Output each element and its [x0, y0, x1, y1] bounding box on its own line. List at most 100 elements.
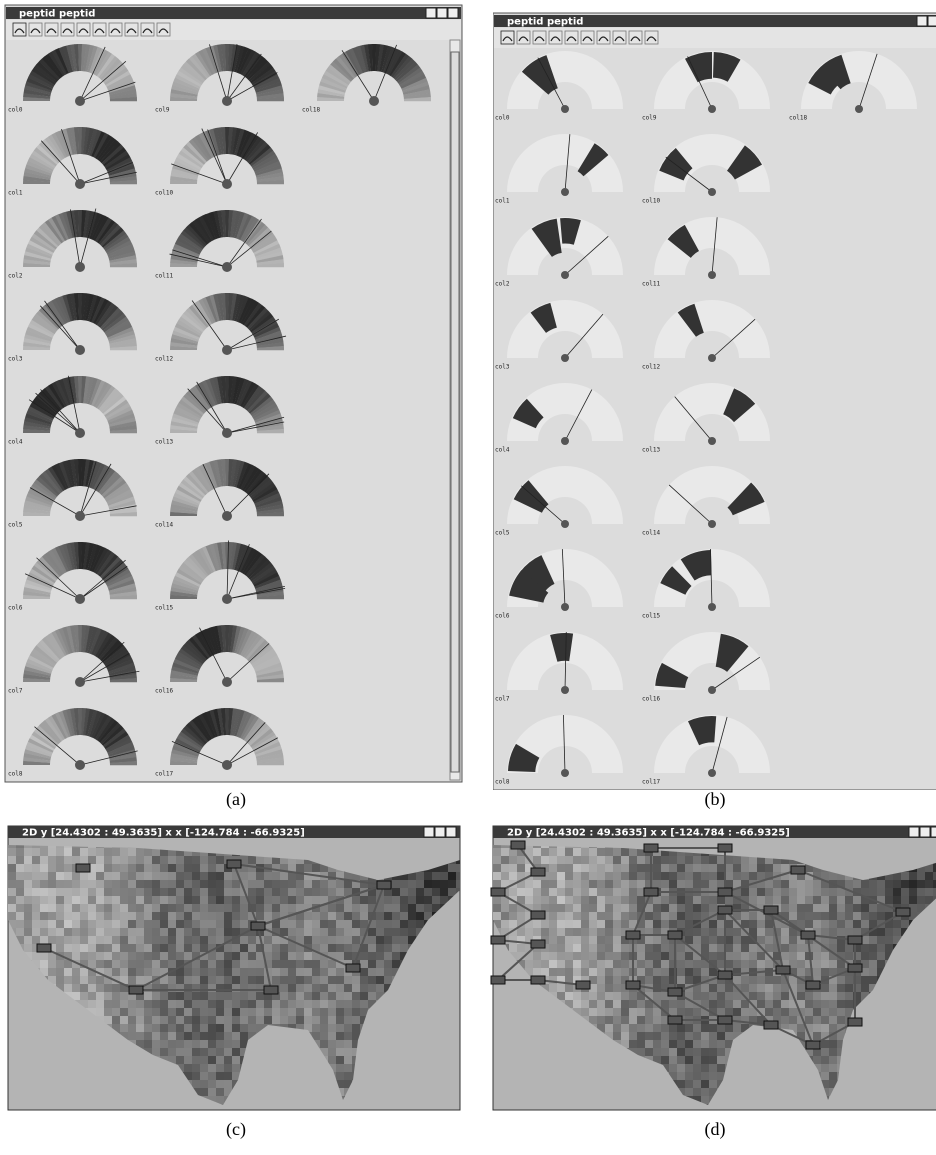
map-cell [272, 904, 280, 912]
map-cell [152, 968, 160, 976]
map-cell [128, 944, 136, 952]
map-cell [176, 992, 184, 1000]
map-cell [805, 880, 813, 888]
map-cell [184, 896, 192, 904]
map-cell [304, 1008, 312, 1016]
map-cell [352, 1016, 360, 1024]
graph-node[interactable] [37, 944, 51, 952]
graph-node[interactable] [129, 986, 143, 994]
window-button[interactable] [424, 827, 434, 837]
map-cell [693, 880, 701, 888]
map-cell [869, 968, 877, 976]
map-cell [280, 904, 288, 912]
window-button[interactable] [435, 827, 445, 837]
map-cell [789, 944, 797, 952]
map-cell [565, 856, 573, 864]
gauge-label: col18 [789, 115, 807, 122]
map-cell [40, 936, 48, 944]
map-cell [597, 992, 605, 1000]
map-cell [192, 1024, 200, 1032]
map-cell [336, 1072, 344, 1080]
map-cell [629, 888, 637, 896]
map-cell [837, 904, 845, 912]
map-cell [168, 1000, 176, 1008]
map-cell [533, 896, 541, 904]
map-cell [685, 1080, 693, 1088]
map-cell [661, 872, 669, 880]
map-cell [104, 920, 112, 928]
map-cell [240, 920, 248, 928]
map-cell [805, 912, 813, 920]
map-cell [613, 928, 621, 936]
map-cell [88, 984, 96, 992]
map-cell [328, 920, 336, 928]
map-cell [797, 960, 805, 968]
map-cell [280, 872, 288, 880]
map-cell [280, 944, 288, 952]
map-cell [168, 920, 176, 928]
window-button[interactable] [909, 827, 919, 837]
map-cell [773, 896, 781, 904]
window-button[interactable] [426, 8, 436, 18]
graph-node[interactable] [377, 881, 391, 889]
window-button[interactable] [437, 8, 447, 18]
map-cell [701, 872, 709, 880]
map-cell [32, 864, 40, 872]
map-cell [725, 896, 733, 904]
map-cell [280, 992, 288, 1000]
map-cell [120, 880, 128, 888]
map-cell [525, 928, 533, 936]
map-cell [336, 1048, 344, 1056]
map-cell [296, 976, 304, 984]
map-cell [280, 976, 288, 984]
map-cell [160, 912, 168, 920]
map-cell [208, 864, 216, 872]
map-cell [613, 984, 621, 992]
graph-node[interactable] [76, 864, 90, 872]
map-cell [104, 952, 112, 960]
map-cell [296, 864, 304, 872]
map-cell [200, 968, 208, 976]
map-cell [368, 976, 376, 984]
graph-node[interactable] [227, 860, 241, 868]
gauge-hub [222, 179, 232, 189]
map-cell [669, 1056, 677, 1064]
map-cell [709, 1072, 717, 1080]
map-cell [685, 952, 693, 960]
scroll-thumb[interactable] [451, 52, 459, 772]
map-cell [501, 920, 509, 928]
map-cell [677, 1000, 685, 1008]
map-cell [653, 856, 661, 864]
map-cell [224, 1024, 232, 1032]
map-cell [557, 928, 565, 936]
window-button[interactable] [448, 8, 458, 18]
window-button[interactable] [931, 827, 936, 837]
map-cell [789, 896, 797, 904]
map-cell [493, 864, 501, 872]
map-cell [765, 880, 773, 888]
graph-node[interactable] [251, 922, 265, 930]
map-cell [368, 984, 376, 992]
map-cell [96, 992, 104, 1000]
map-cell [877, 960, 885, 968]
graph-node[interactable] [346, 964, 360, 972]
map-cell [701, 856, 709, 864]
window-button[interactable] [446, 827, 456, 837]
graph-node[interactable] [264, 986, 278, 994]
map-cell [48, 904, 56, 912]
map-cell [637, 864, 645, 872]
map-cell [685, 960, 693, 968]
map-cell [597, 968, 605, 976]
map-cell [336, 928, 344, 936]
map-cell [685, 904, 693, 912]
map-cell [360, 912, 368, 920]
window-button[interactable] [928, 16, 936, 26]
map-cell [288, 984, 296, 992]
map-cell [565, 960, 573, 968]
gauge-hub [369, 96, 379, 106]
map-cell [216, 960, 224, 968]
window-button[interactable] [920, 827, 930, 837]
map-cell [104, 936, 112, 944]
gauge-hub [708, 188, 716, 196]
window-button[interactable] [917, 16, 927, 26]
